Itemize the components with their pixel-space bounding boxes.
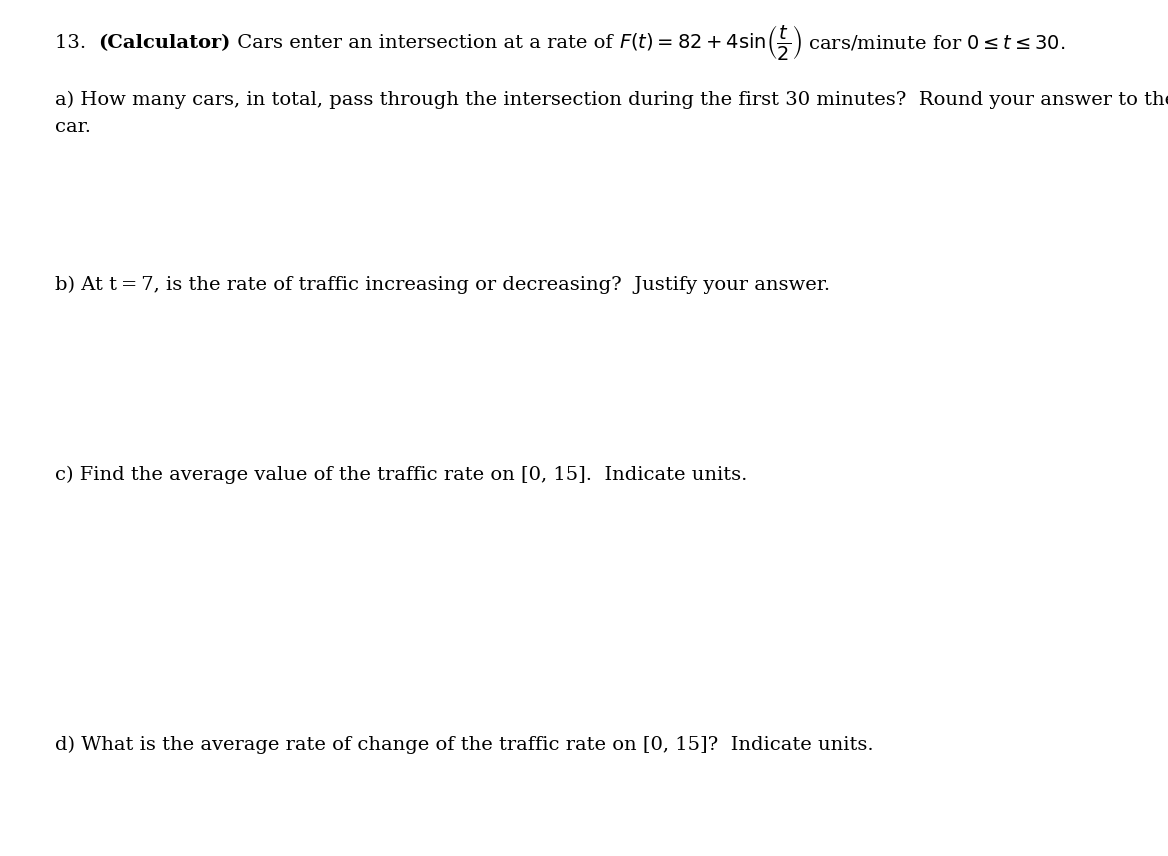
Text: c) Find the average value of the traffic rate on [0, 15].  Indicate units.: c) Find the average value of the traffic…: [55, 466, 748, 484]
Text: cars/minute for $0 \leq t \leq 30.$: cars/minute for $0 \leq t \leq 30.$: [802, 33, 1065, 52]
Text: a) How many cars, in total, pass through the intersection during the first 30 mi: a) How many cars, in total, pass through…: [55, 91, 1168, 109]
Text: 13.: 13.: [55, 34, 98, 52]
Text: d) What is the average rate of change of the traffic rate on [0, 15]?  Indicate : d) What is the average rate of change of…: [55, 736, 874, 754]
Text: Cars enter an intersection at a rate of: Cars enter an intersection at a rate of: [231, 34, 619, 52]
Text: b) At t = 7, is the rate of traffic increasing or decreasing?  Justify your answ: b) At t = 7, is the rate of traffic incr…: [55, 276, 830, 294]
Text: $F(t) = 82 + 4\sin\!\left(\dfrac{t}{2}\right)$: $F(t) = 82 + 4\sin\!\left(\dfrac{t}{2}\r…: [619, 23, 802, 62]
Text: (Calculator): (Calculator): [98, 34, 231, 52]
Text: car.: car.: [55, 118, 91, 136]
